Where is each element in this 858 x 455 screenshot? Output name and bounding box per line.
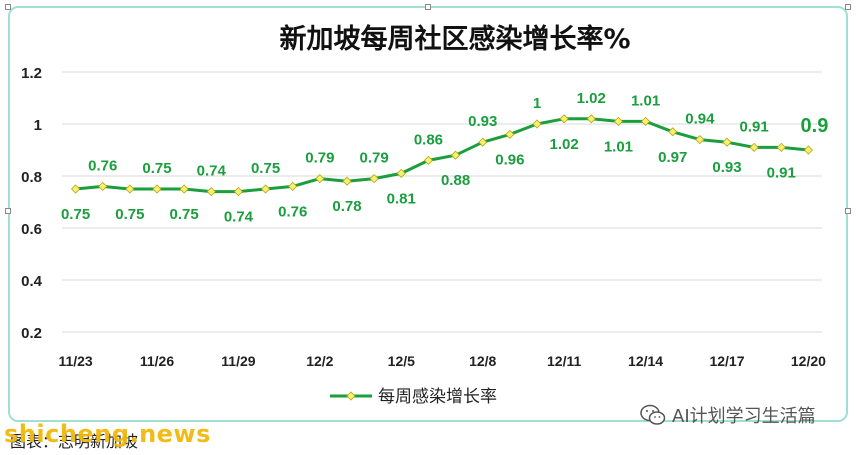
wechat-account-name: AI计划学习生活篇 xyxy=(672,406,816,427)
data-point-marker xyxy=(71,184,81,194)
data-point-marker xyxy=(423,155,433,165)
data-label: 0.93 xyxy=(468,113,497,130)
wechat-account: AI计划学习生活篇 xyxy=(640,402,816,428)
y-tick-label: 1.2 xyxy=(21,65,42,82)
data-point-marker xyxy=(803,145,813,155)
data-label: 0.74 xyxy=(224,209,254,226)
x-tick-label: 11/26 xyxy=(140,353,174,369)
data-label: 0.75 xyxy=(61,206,90,223)
y-tick-label: 0.6 xyxy=(21,221,42,238)
data-point-marker xyxy=(559,114,569,124)
data-point-marker xyxy=(478,137,488,147)
data-point-marker xyxy=(532,119,542,129)
series-line xyxy=(75,117,809,194)
data-label: 0.75 xyxy=(251,160,280,177)
x-tick-label: 12/14 xyxy=(628,353,663,369)
site-watermark: shicheng.news xyxy=(4,420,211,448)
data-label: 0.91 xyxy=(767,164,796,181)
data-label: 0.93 xyxy=(712,159,741,176)
x-tick-label: 12/8 xyxy=(469,353,496,369)
source-caption: 图表：志明新加坡 xyxy=(10,432,139,451)
data-label: 0.81 xyxy=(387,190,416,207)
chart-frame xyxy=(8,6,848,422)
data-label: 0.79 xyxy=(305,150,334,167)
data-point-marker xyxy=(722,137,732,147)
data-point-marker xyxy=(342,176,352,186)
data-point-marker xyxy=(261,184,271,194)
data-point-marker xyxy=(233,187,243,197)
x-tick-label: 11/23 xyxy=(58,353,92,369)
data-point-marker xyxy=(98,181,108,191)
data-label: 0.76 xyxy=(88,157,117,174)
data-point-marker xyxy=(179,184,189,194)
data-label: 0.78 xyxy=(332,198,361,215)
data-point-marker xyxy=(641,116,651,126)
data-label: 1.02 xyxy=(577,90,606,107)
resize-handle-top-left[interactable] xyxy=(5,4,11,10)
series-line xyxy=(71,114,813,197)
data-label: 0.97 xyxy=(658,149,687,166)
data-label: 0.91 xyxy=(740,118,769,135)
legend-marker xyxy=(346,391,356,401)
legend-label: 每周感染增长率 xyxy=(378,387,497,407)
y-tick-label: 0.2 xyxy=(21,325,42,342)
data-label: 0.94 xyxy=(685,111,715,128)
resize-handle-top-right[interactable] xyxy=(845,4,851,10)
data-label: 1.02 xyxy=(550,136,579,153)
x-tick-label: 12/17 xyxy=(709,353,744,369)
data-point-marker xyxy=(776,142,786,152)
data-label: 0.96 xyxy=(495,151,524,168)
data-label: 0.86 xyxy=(414,131,443,148)
data-labels: 0.75 0.76 0.75 0.75 0.75 0.74 0.74 0.75 0.76 0.79… xyxy=(61,90,828,226)
resize-handle-top[interactable] xyxy=(425,4,431,10)
x-axis: 11/23 11/26 11/29 12/2 12/5 12/8 12/11 12/14 12/… xyxy=(58,353,826,369)
data-label: 1 xyxy=(533,95,541,112)
data-point-marker xyxy=(315,174,325,184)
data-label: 0.88 xyxy=(441,172,470,189)
data-point-marker xyxy=(613,116,623,126)
data-point-marker xyxy=(668,127,678,137)
data-point-marker xyxy=(695,135,705,145)
data-point-marker xyxy=(586,114,596,124)
data-point-marker xyxy=(396,168,406,178)
data-label: 0.76 xyxy=(278,203,307,220)
resize-handle-left[interactable] xyxy=(5,208,11,214)
data-point-marker xyxy=(206,187,216,197)
data-label: 0.79 xyxy=(360,150,389,167)
data-point-marker xyxy=(749,142,759,152)
x-tick-label: 12/2 xyxy=(306,353,333,369)
data-label: 0.75 xyxy=(170,206,199,223)
x-tick-label: 12/5 xyxy=(388,353,415,369)
x-tick-label: 11/29 xyxy=(221,353,255,369)
data-label: 1.01 xyxy=(631,92,660,109)
data-point-marker xyxy=(369,174,379,184)
x-tick-label: 12/20 xyxy=(791,353,826,369)
wechat-icon xyxy=(640,404,666,425)
data-label: 1.01 xyxy=(604,138,633,155)
y-tick-label: 0.8 xyxy=(21,169,42,186)
y-tick-label: 1 xyxy=(34,117,42,134)
data-label: 0.75 xyxy=(115,206,144,223)
data-point-marker xyxy=(152,184,162,194)
data-label: 0.75 xyxy=(142,160,171,177)
data-label: 0.74 xyxy=(197,163,227,180)
data-label: 0.9 xyxy=(801,115,829,137)
gridlines xyxy=(62,71,822,333)
chart-title: 新加坡每周社区感染增长率% xyxy=(279,23,630,55)
data-point-marker xyxy=(451,150,461,160)
legend: 每周感染增长率 xyxy=(330,387,497,407)
data-point-marker xyxy=(505,129,515,139)
x-tick-label: 12/11 xyxy=(547,353,581,369)
y-axis: 0.2 0.4 0.6 0.8 1 1.2 xyxy=(21,65,43,342)
y-tick-label: 0.4 xyxy=(21,273,43,290)
data-point-marker xyxy=(125,184,135,194)
data-point-marker xyxy=(288,181,298,191)
resize-handle-right[interactable] xyxy=(845,208,851,214)
